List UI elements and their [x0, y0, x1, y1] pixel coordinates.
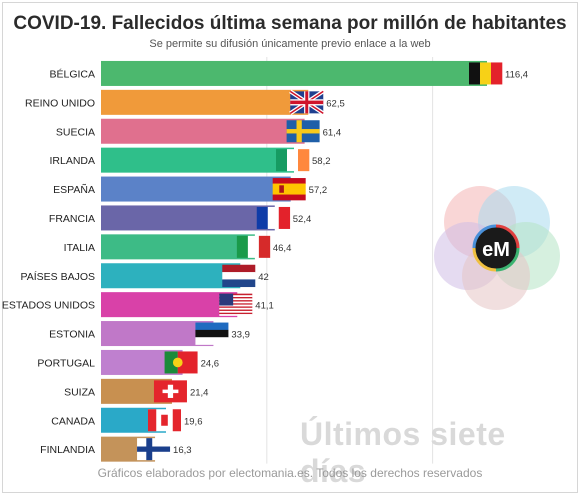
- watermark-text: Últimos siete días: [300, 416, 506, 489]
- value-label: 41,1: [255, 301, 274, 312]
- flag-france-icon: [256, 206, 291, 229]
- category-label: REINO UNIDO: [25, 97, 95, 109]
- category-label: PORTUGAL: [37, 357, 95, 369]
- flag-belgium-icon: [469, 62, 503, 85]
- flag-switzerland-icon: [153, 380, 187, 403]
- footer-credit: Gráficos elaborados por electomania.es. …: [97, 466, 483, 480]
- category-label: CANADA: [51, 415, 95, 427]
- bar-10: [101, 321, 214, 347]
- category-label: SUECIA: [56, 126, 95, 138]
- bar-2: [101, 89, 309, 115]
- value-label: 42: [258, 272, 269, 283]
- category-label: FINLANDIA: [40, 444, 95, 456]
- category-label: ESPAÑA: [53, 183, 95, 196]
- flag-spain-icon: [272, 178, 306, 201]
- category-label: SUIZA: [64, 386, 95, 398]
- bar-7: [101, 234, 255, 260]
- value-label: 46,4: [273, 243, 292, 254]
- bar-8: [101, 263, 241, 289]
- flag-ireland-icon: [276, 149, 310, 172]
- value-label: 58,2: [312, 156, 331, 167]
- value-label: 19,6: [184, 416, 203, 427]
- chart-title: COVID-19. Fallecidos última semana por m…: [13, 13, 567, 34]
- value-label: 61,4: [323, 127, 342, 138]
- flag-portugal-icon: [164, 351, 198, 374]
- flag-canada-icon: [147, 409, 181, 432]
- flag-finland-icon: [137, 438, 171, 461]
- category-label: FRANCIA: [49, 213, 95, 225]
- value-label: 52,4: [293, 214, 312, 225]
- category-label: PAÍSES BAJOS: [21, 270, 96, 283]
- flag-netherlands-icon: [222, 264, 256, 288]
- flag-sweden-icon: [286, 120, 320, 143]
- category-label: ITALIA: [64, 242, 95, 254]
- category-label: IRLANDA: [49, 155, 95, 167]
- bar-6: [101, 205, 275, 231]
- value-label: 21,4: [190, 387, 209, 398]
- value-label: 24,6: [201, 358, 220, 369]
- value-label: 33,9: [231, 330, 250, 341]
- electomania-logo: eM: [434, 186, 560, 310]
- category-label: ESTADOS UNIDOS: [2, 300, 95, 312]
- bar-3: [101, 118, 305, 144]
- bar-4: [101, 147, 294, 173]
- category-label: BÉLGICA: [49, 67, 95, 80]
- flag-uk-icon: [289, 89, 325, 116]
- chart-subtitle: Se permite su difusión únicamente previo…: [149, 38, 431, 50]
- value-label: 57,2: [309, 185, 328, 196]
- flag-estonia-icon: [195, 322, 229, 345]
- flag-italy-icon: [236, 235, 271, 258]
- logo-text: eM: [482, 239, 510, 261]
- bar-9: [101, 292, 238, 318]
- flag-usa-icon: [219, 293, 253, 316]
- bar-1: [101, 60, 487, 86]
- value-label: 116,4: [505, 69, 528, 80]
- bar-5: [101, 176, 291, 202]
- category-label: ESTONIA: [49, 329, 95, 341]
- value-label: 62,5: [326, 98, 345, 109]
- value-label: 16,3: [173, 445, 192, 456]
